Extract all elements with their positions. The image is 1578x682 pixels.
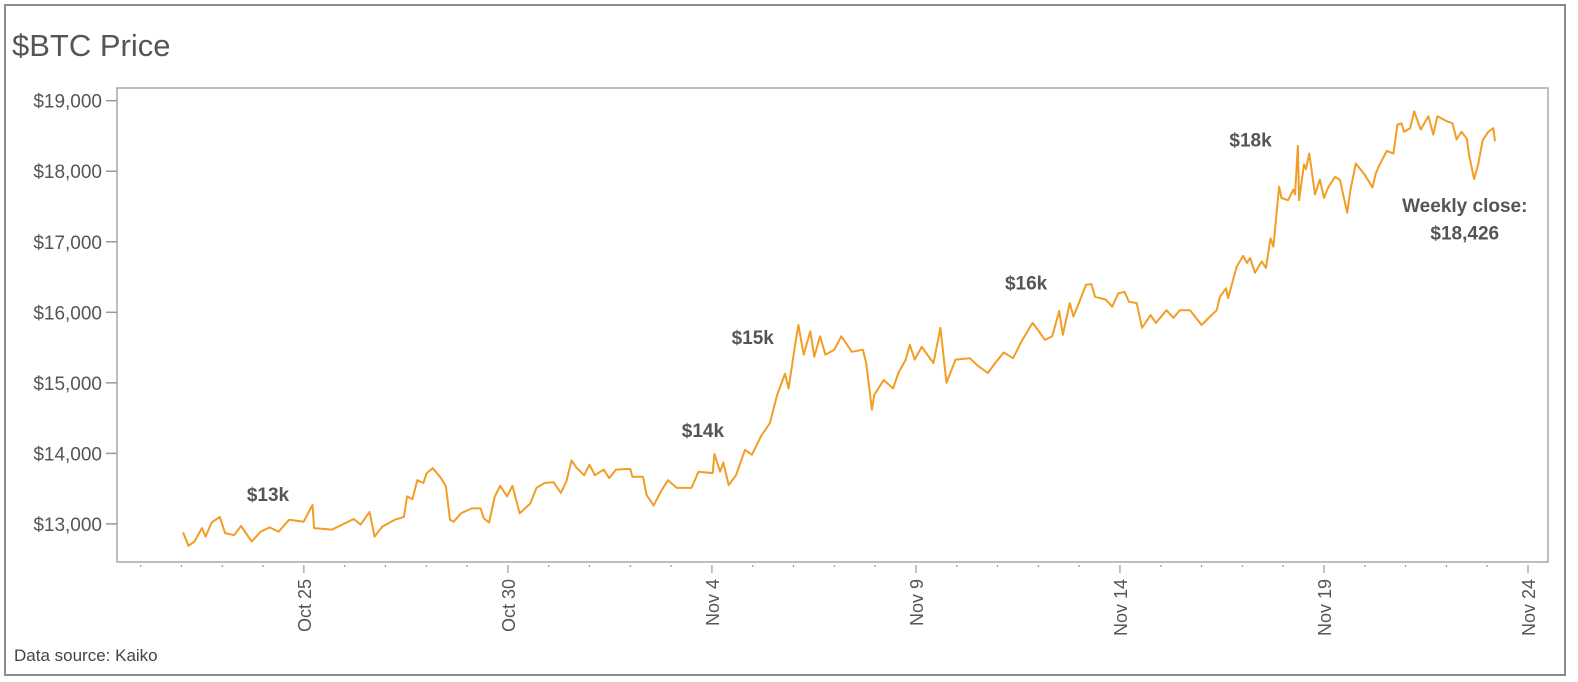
y-tick-label: $19,000 [33, 92, 102, 113]
y-tick-label: $14,000 [33, 444, 102, 465]
y-tick-label: $17,000 [33, 233, 102, 254]
plot-area [116, 87, 1549, 563]
annotation-label: $15k [732, 328, 775, 349]
y-tick-label: $13,000 [33, 515, 102, 536]
x-tick-label: Nov 19 [1315, 579, 1335, 636]
chart-frame [4, 4, 1566, 676]
data-source-note: Data source: Kaiko [14, 646, 158, 665]
annotation-label: $18k [1229, 130, 1272, 151]
annotation-label: $14k [682, 421, 725, 442]
annotations: $13k $14k $15k $16k $18k Weekly close: $18,426 [247, 130, 1528, 505]
x-axis: Oct 25 Oct 30 Nov 4 Nov 9 Nov 14 Nov 19 Nov 24 [140, 565, 1539, 636]
x-tick-label: Nov 9 [907, 579, 927, 626]
x-tick-label: Nov 24 [1519, 579, 1539, 636]
x-tick-label: Oct 25 [295, 579, 315, 632]
x-tick-label: Nov 14 [1111, 579, 1131, 636]
annotation-label: $13k [247, 485, 290, 506]
annotation-label: $16k [1005, 274, 1048, 295]
y-axis: $13,000 $14,000 $15,000 $16,000 $17,000 $18,0… [33, 92, 117, 536]
annotation-label: Weekly close: [1402, 196, 1527, 217]
y-tick-label: $16,000 [33, 303, 102, 324]
price-line [182, 110, 1496, 547]
annotation-label: $18,426 [1430, 224, 1499, 245]
x-tick-label: Oct 30 [499, 579, 519, 632]
x-tick-label: Nov 4 [703, 579, 723, 626]
chart-title: $BTC Price [12, 28, 170, 63]
y-tick-label: $18,000 [33, 162, 102, 183]
y-tick-label: $15,000 [33, 374, 102, 395]
